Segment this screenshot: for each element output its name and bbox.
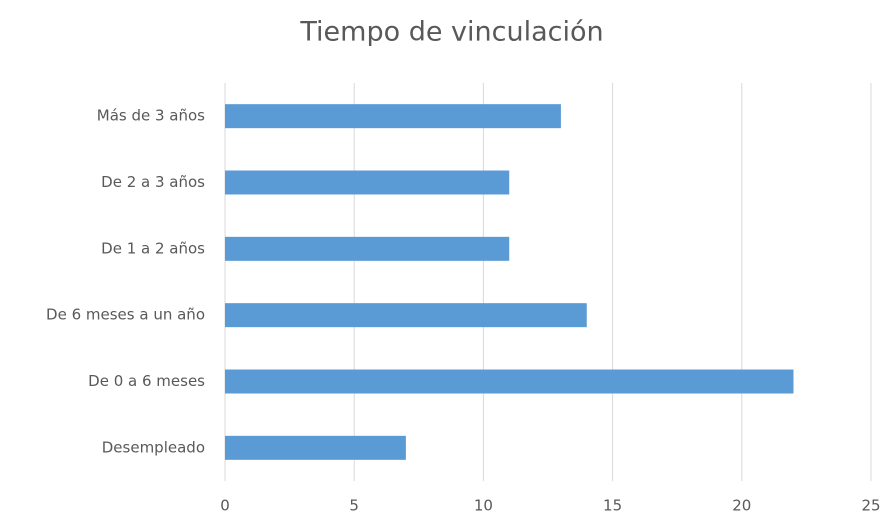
bar bbox=[225, 369, 794, 394]
x-tick-label: 15 bbox=[603, 497, 622, 515]
x-tick-label: 20 bbox=[732, 497, 751, 515]
x-tick-label: 25 bbox=[861, 497, 880, 515]
y-tick-label: De 1 a 2 años bbox=[101, 239, 205, 257]
x-tick-label: 0 bbox=[220, 497, 230, 515]
y-tick-label: De 0 a 6 meses bbox=[88, 372, 205, 390]
y-tick-label: Más de 3 años bbox=[97, 107, 205, 125]
y-tick-label: Desempleado bbox=[102, 438, 205, 456]
bar bbox=[225, 435, 406, 460]
y-tick-label: De 6 meses a un año bbox=[46, 306, 205, 324]
x-tick-label: 10 bbox=[474, 497, 493, 515]
bar bbox=[225, 104, 561, 129]
y-tick-label: De 2 a 3 años bbox=[101, 173, 205, 191]
bar bbox=[225, 170, 510, 195]
bar bbox=[225, 236, 510, 261]
x-tick-label: 5 bbox=[349, 497, 359, 515]
bar bbox=[225, 303, 587, 328]
chart-title: Tiempo de vinculación bbox=[299, 17, 603, 48]
